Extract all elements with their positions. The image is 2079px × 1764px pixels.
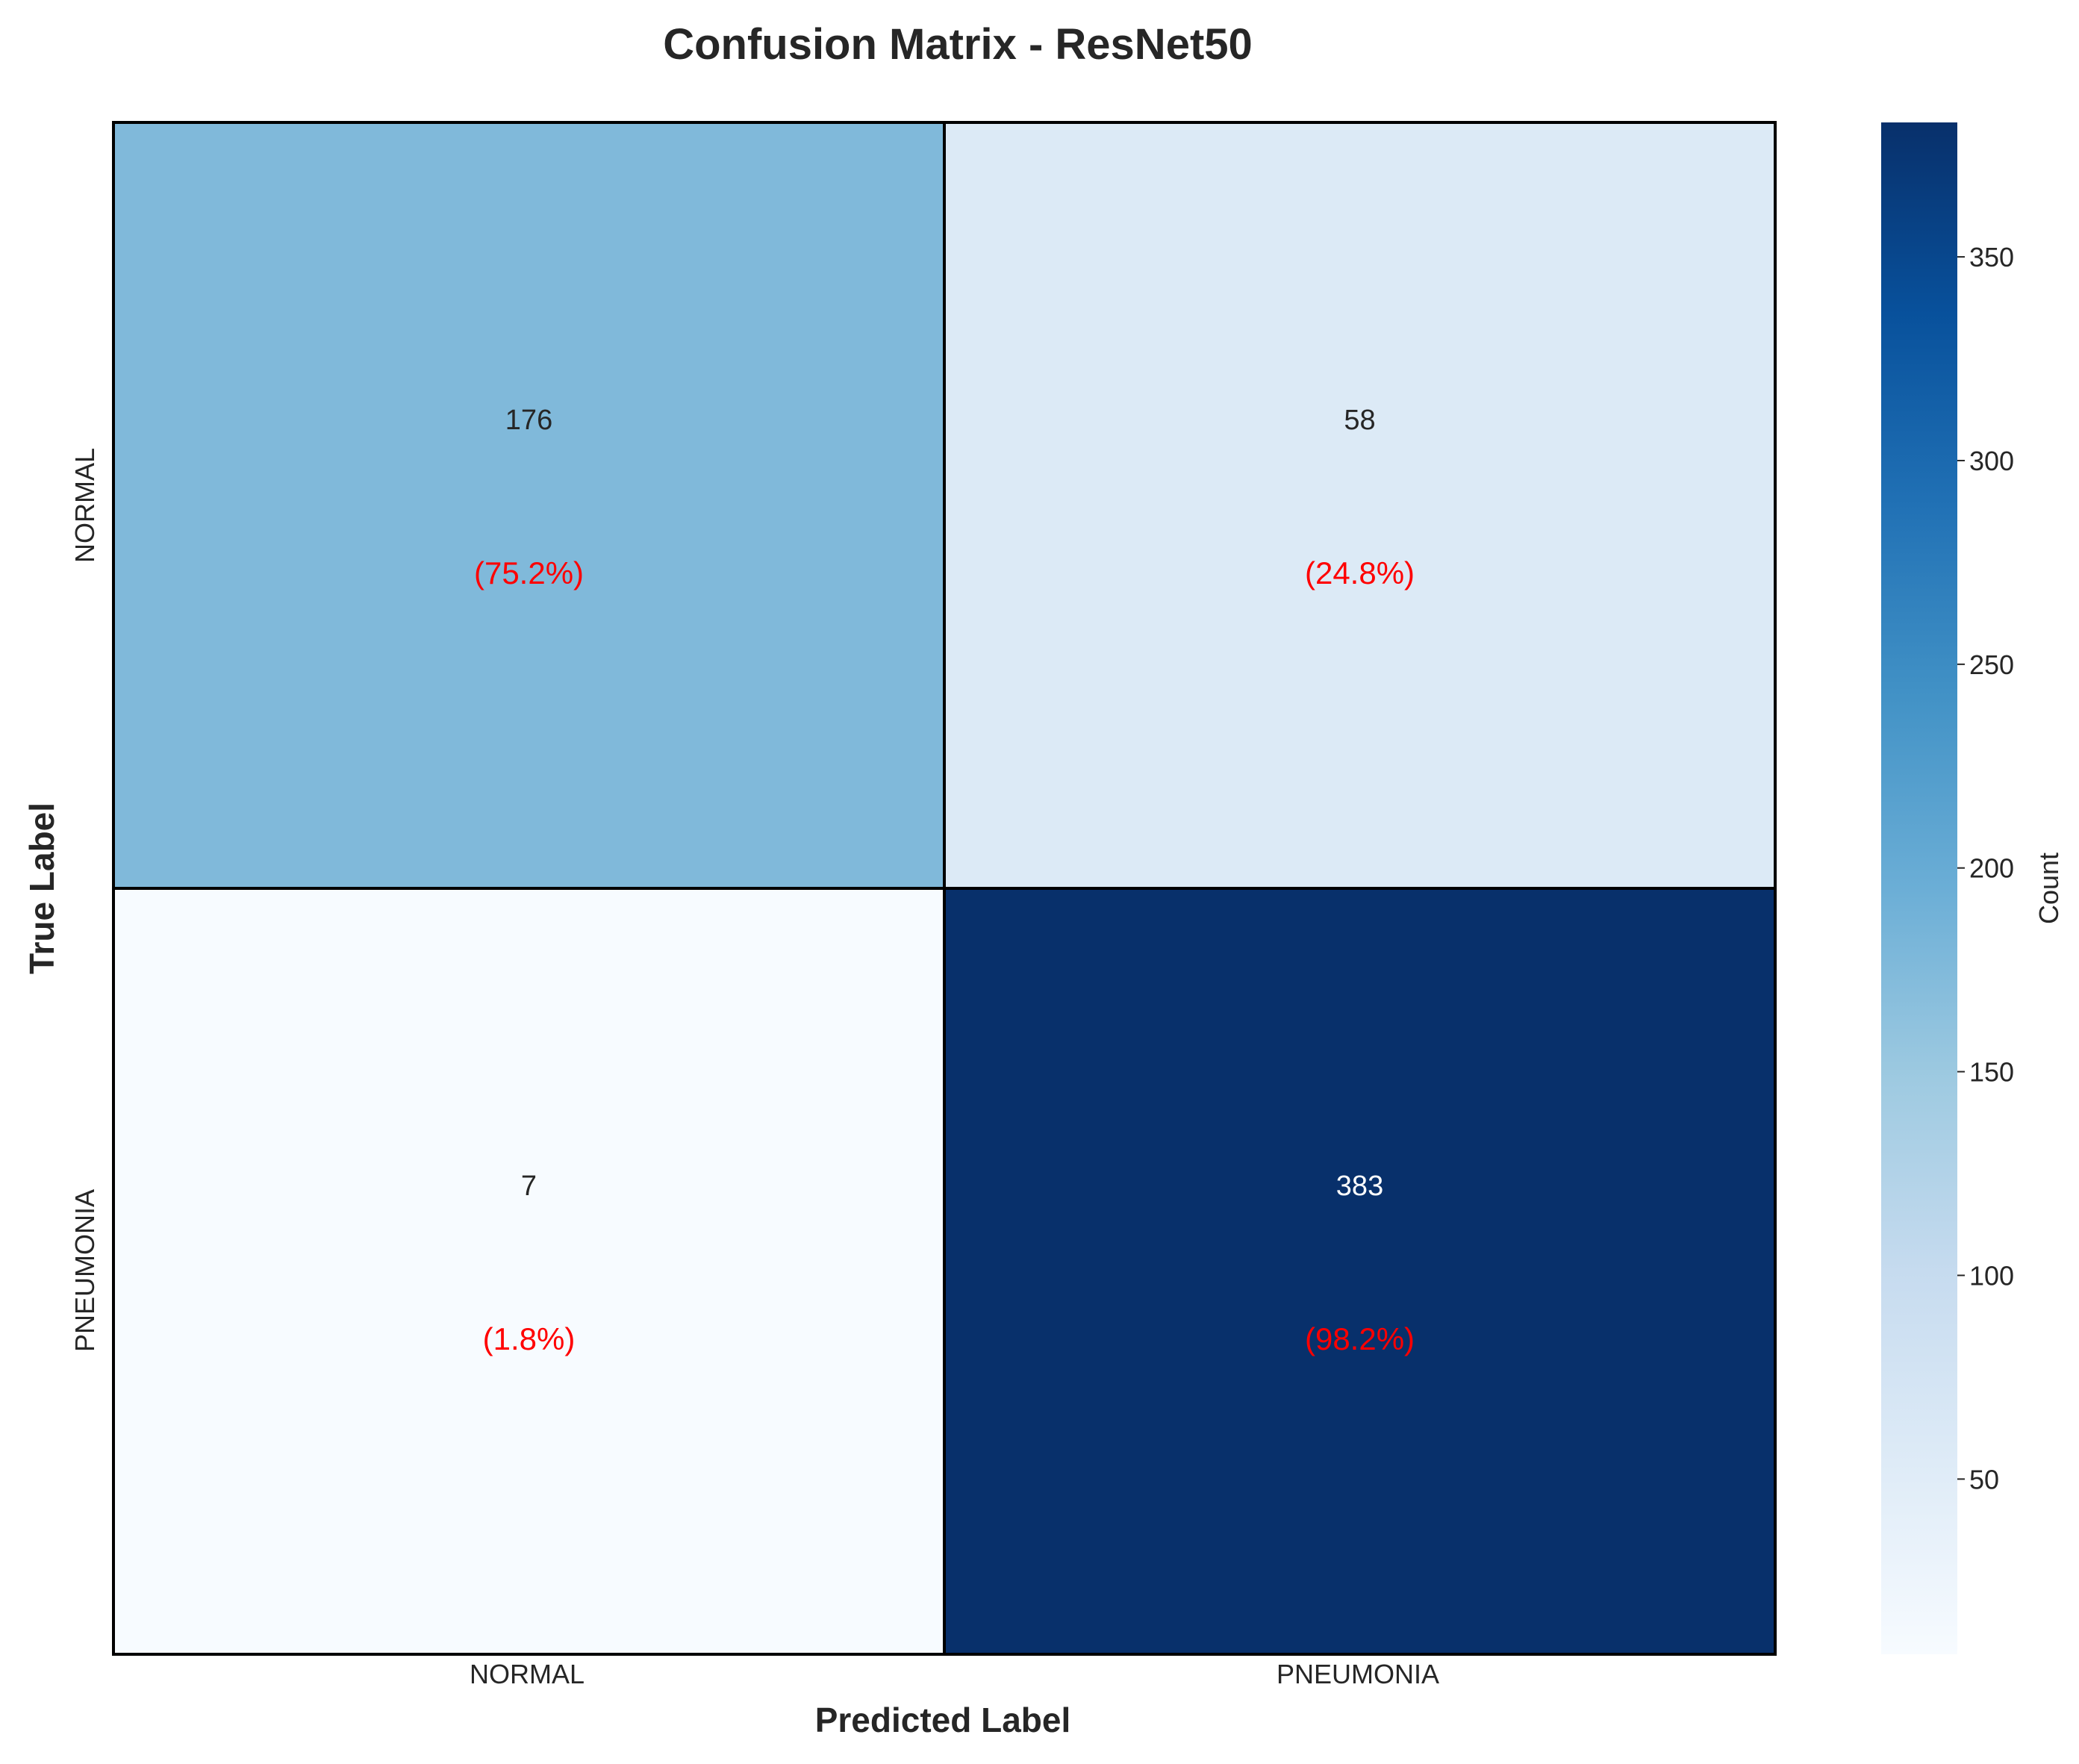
chart-title: Confusion Matrix - ResNet50 [663, 20, 1253, 69]
colorbar-tick-label: 50 [1969, 1464, 1999, 1495]
colorbar-tick-label: 350 [1969, 242, 2014, 272]
colorbar-ticks: 50 100 150 200 250 300 350 [1957, 242, 2014, 1495]
y-tick-label-pneumonia: PNEUMONIA [69, 1189, 100, 1352]
colorbar-tick-label: 150 [1969, 1057, 2014, 1088]
heatmap-cell-pneumonia-normal [112, 887, 946, 1656]
cell-count-label: 58 [1344, 405, 1375, 436]
y-axis-label: True Label [22, 802, 61, 974]
x-axis-label: Predicted Label [815, 1701, 1071, 1739]
heatmap-cells [112, 121, 1777, 1656]
cell-percent-label: (75.2%) [474, 555, 584, 590]
heatmap-cell-pneumonia-pneumonia [943, 887, 1777, 1656]
cell-count-label: 176 [505, 405, 552, 436]
colorbar-tick-label: 300 [1969, 446, 2014, 476]
colorbar-tick-label: 100 [1969, 1260, 2014, 1291]
colorbar-label: Count [2033, 853, 2064, 924]
heatmap-cell-normal-normal [112, 121, 946, 890]
x-tick-label-pneumonia: PNEUMONIA [1277, 1659, 1439, 1689]
cell-count-label: 383 [1336, 1171, 1383, 1202]
cell-percent-label: (1.8%) [483, 1321, 576, 1356]
cell-percent-label: (98.2%) [1305, 1321, 1415, 1356]
heatmap-cell-normal-pneumonia [943, 121, 1777, 890]
colorbar-tick-label: 200 [1969, 853, 2014, 884]
y-tick-label-normal: NORMAL [69, 448, 100, 563]
heatmap-cell-labels: 176 (75.2%) 58 (24.8%) 7 (1.8%) 383 (98.2%) [474, 405, 1415, 1356]
cell-count-label: 7 [521, 1171, 537, 1202]
colorbar-tick-label: 250 [1969, 649, 2014, 680]
cell-percent-label: (24.8%) [1305, 555, 1415, 590]
colorbar [1881, 122, 1957, 1654]
x-tick-label-normal: NORMAL [470, 1659, 585, 1689]
